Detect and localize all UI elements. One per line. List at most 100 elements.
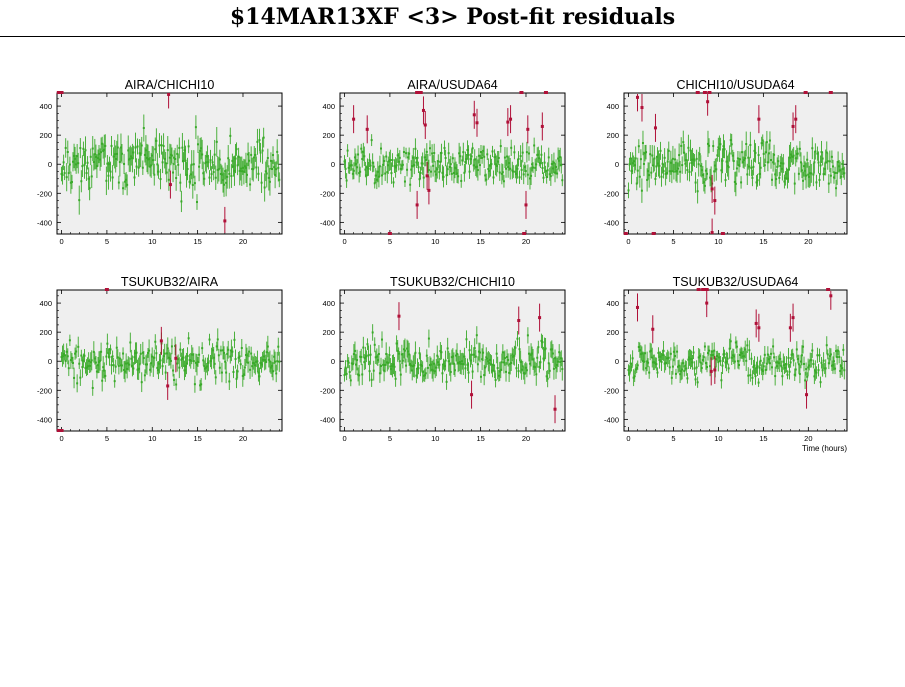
data-point (819, 381, 822, 384)
data-point (813, 375, 816, 378)
data-point (799, 360, 802, 363)
data-point (125, 178, 128, 181)
data-point (659, 149, 662, 152)
data-point (366, 166, 369, 169)
data-point (537, 346, 540, 349)
data-point (692, 158, 695, 161)
data-point (533, 144, 536, 147)
data-point (810, 172, 813, 175)
data-point (526, 173, 529, 176)
data-point (690, 161, 693, 164)
data-point (747, 156, 750, 159)
data-point (118, 161, 121, 164)
data-point (84, 366, 87, 369)
data-point (391, 365, 394, 368)
data-point (554, 357, 557, 360)
data-point (367, 167, 370, 170)
data-point (701, 359, 704, 362)
y-tick-label: 400 (39, 102, 52, 111)
data-point (144, 149, 147, 152)
data-point (472, 353, 475, 356)
plot-chichi10-usuda64: CHICHI10/USUDA64 0 5 10 15 20 -400 -200 0 200 400 (604, 78, 848, 246)
data-point (376, 170, 379, 173)
data-point (255, 166, 258, 169)
data-point (63, 354, 66, 357)
data-point (86, 365, 89, 368)
data-point (809, 359, 812, 362)
data-point (138, 363, 141, 366)
x-tick-label: 15 (759, 434, 767, 443)
data-point (231, 350, 234, 353)
data-point (418, 352, 421, 355)
flagged-point (538, 316, 542, 320)
data-point (510, 146, 513, 149)
data-point (522, 173, 525, 176)
data-point (695, 366, 698, 369)
data-point (770, 352, 773, 355)
data-point (89, 155, 92, 158)
data-point (245, 354, 248, 357)
flagged-point (651, 327, 655, 331)
data-point (435, 366, 438, 369)
data-point (348, 164, 351, 167)
data-point (498, 171, 501, 174)
data-point (399, 373, 402, 376)
data-point (124, 180, 127, 183)
data-point (799, 161, 802, 164)
data-point (712, 145, 715, 148)
data-point (548, 369, 551, 372)
data-point (134, 352, 137, 355)
data-point (557, 157, 560, 160)
data-point (792, 359, 795, 362)
data-point (512, 170, 515, 173)
data-point (536, 356, 539, 359)
data-point (634, 157, 637, 160)
flagged-point (168, 183, 172, 187)
data-point (817, 369, 820, 372)
data-point (820, 151, 823, 154)
flagged-point (553, 407, 557, 411)
data-point (745, 143, 748, 146)
data-point (668, 366, 671, 369)
data-point (703, 345, 706, 348)
data-point (393, 365, 396, 368)
data-point (669, 352, 672, 355)
flagged-point-clipped (56, 91, 61, 94)
data-point (521, 151, 524, 154)
data-point (159, 359, 162, 362)
data-point (65, 176, 68, 179)
data-point (101, 379, 104, 382)
data-point (499, 145, 502, 148)
data-point (157, 369, 160, 372)
data-point (97, 364, 100, 367)
data-point (658, 359, 661, 362)
data-point (751, 176, 754, 179)
data-point (697, 163, 700, 166)
data-point (199, 384, 202, 387)
data-point (189, 359, 192, 362)
data-point (822, 173, 825, 176)
data-point (399, 167, 402, 170)
data-point (165, 171, 168, 174)
data-point (439, 160, 442, 163)
data-point (632, 160, 635, 163)
data-point (807, 173, 810, 176)
data-point (258, 139, 261, 142)
data-point (758, 366, 761, 369)
data-point (782, 162, 785, 165)
data-point (226, 352, 229, 355)
data-point (758, 172, 761, 175)
data-point (475, 334, 478, 337)
x-tick-label: 10 (431, 237, 439, 246)
y-tick-label: 400 (606, 299, 619, 308)
data-point (715, 358, 718, 361)
data-point (88, 187, 91, 190)
data-point (178, 146, 181, 149)
data-point (387, 164, 390, 167)
data-point (403, 349, 406, 352)
data-point (275, 372, 278, 375)
data-point (273, 166, 276, 169)
data-point (761, 139, 764, 142)
data-point (105, 179, 108, 182)
data-point (427, 169, 430, 172)
